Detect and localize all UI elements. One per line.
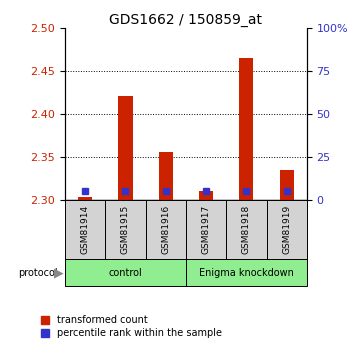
Bar — [280, 170, 294, 200]
Bar — [78, 197, 92, 200]
Text: control: control — [109, 268, 142, 277]
Title: GDS1662 / 150859_at: GDS1662 / 150859_at — [109, 12, 262, 27]
Text: GSM81916: GSM81916 — [161, 205, 170, 254]
Legend: transformed count, percentile rank within the sample: transformed count, percentile rank withi… — [41, 315, 222, 338]
Text: GSM81918: GSM81918 — [242, 205, 251, 254]
Text: Enigma knockdown: Enigma knockdown — [199, 268, 294, 277]
Text: GSM81919: GSM81919 — [282, 205, 291, 254]
Text: GSM81914: GSM81914 — [81, 205, 90, 254]
Text: ▶: ▶ — [53, 266, 63, 279]
Bar — [118, 96, 132, 200]
Text: GSM81915: GSM81915 — [121, 205, 130, 254]
Text: GSM81917: GSM81917 — [201, 205, 210, 254]
Bar — [239, 58, 253, 200]
Text: protocol: protocol — [18, 268, 58, 277]
Bar — [199, 191, 213, 200]
Bar — [159, 152, 173, 200]
